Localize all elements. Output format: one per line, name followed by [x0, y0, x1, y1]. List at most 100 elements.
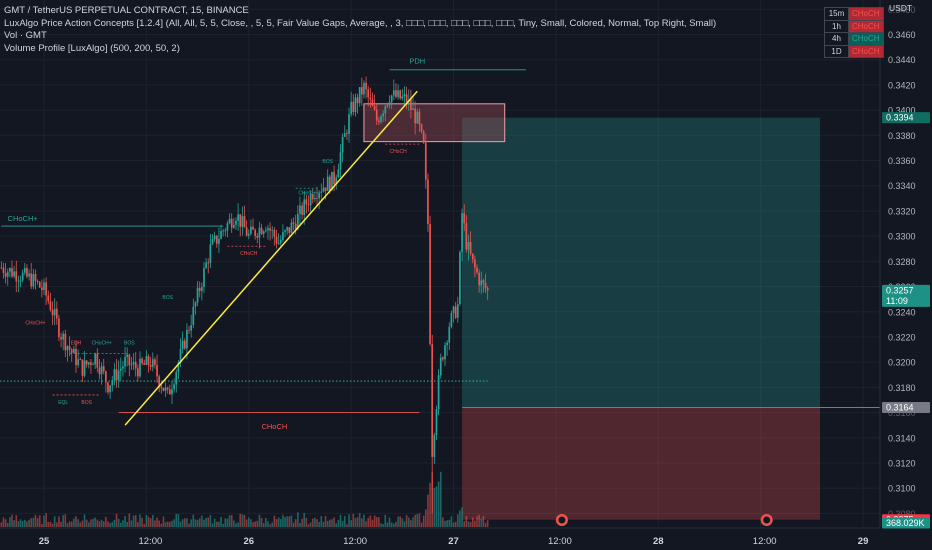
candle — [339, 144, 342, 178]
candle — [444, 341, 446, 367]
candle — [15, 260, 18, 293]
candle-body — [109, 385, 111, 393]
candle-body — [360, 87, 363, 95]
candle — [442, 356, 444, 362]
candle-body — [239, 214, 242, 227]
price-tag-bg — [882, 284, 930, 307]
candle — [190, 314, 193, 338]
volume-bar — [92, 518, 94, 527]
volume-bar — [418, 513, 421, 527]
candle-body — [480, 280, 483, 286]
volume-bar — [43, 515, 45, 527]
volume-bar — [11, 514, 13, 527]
candle-body — [51, 310, 54, 316]
volume-bar — [252, 522, 254, 527]
candle — [28, 269, 30, 281]
candle-body — [117, 370, 120, 381]
candle-body — [230, 218, 233, 228]
volume-bar — [149, 518, 152, 527]
volume-bar — [237, 522, 239, 527]
candle-body — [32, 274, 35, 287]
candle — [461, 208, 463, 262]
candle — [2, 262, 5, 279]
volume-bar — [28, 519, 30, 527]
candle-body — [190, 325, 193, 331]
volume-bar — [329, 519, 331, 527]
candle — [134, 351, 137, 377]
candle-body — [279, 239, 282, 244]
indicator-price-action[interactable]: LuxAlgo Price Action Concepts [1.2.4] (A… — [4, 17, 717, 29]
candle-body — [412, 108, 414, 110]
candle — [275, 229, 278, 249]
y-tick-label: 0.3080 — [888, 509, 916, 519]
candle-body — [380, 116, 382, 123]
volume-bar — [233, 520, 235, 527]
volume-bar — [452, 522, 455, 527]
candle — [486, 286, 489, 300]
candle-body — [205, 262, 207, 269]
volume-bar — [341, 521, 344, 527]
candle-body — [151, 359, 154, 367]
volume-bar — [324, 516, 327, 527]
candle-body — [326, 176, 329, 191]
y-tick-label: 0.3360 — [888, 156, 916, 166]
candle-body — [243, 216, 246, 228]
candle-body — [183, 340, 186, 349]
volume-bar — [15, 515, 18, 527]
candle-body — [198, 287, 201, 292]
volume-bar — [68, 521, 71, 527]
candle — [9, 267, 11, 278]
volume-bar — [292, 522, 295, 527]
candle-body — [382, 113, 384, 117]
candle-body — [79, 359, 82, 361]
candle — [45, 277, 47, 305]
candle-body — [256, 235, 259, 238]
timeframe-table: 15m CHoCH 1h CHoCH 4h CHoCH 1D CHoCH — [824, 7, 884, 58]
candle-body — [258, 227, 261, 238]
volume-bar — [198, 518, 201, 527]
candle-body — [168, 389, 171, 395]
volume-bar — [416, 513, 419, 527]
candle-body — [476, 267, 478, 273]
volume-bar — [437, 481, 440, 527]
volume-bar — [222, 523, 224, 527]
candle-body — [73, 348, 75, 353]
candle — [247, 229, 250, 240]
volume-bar — [463, 521, 466, 527]
candle — [354, 93, 357, 117]
candle — [482, 278, 485, 293]
candle — [384, 105, 387, 122]
volume-bar — [410, 520, 412, 527]
indicator-volume[interactable]: Vol · GMT — [4, 30, 47, 41]
table-row: 4h CHoCH — [824, 32, 884, 46]
volume-bar — [169, 521, 171, 527]
candle — [416, 108, 419, 124]
candle — [111, 375, 114, 392]
candle — [102, 358, 105, 375]
candle — [23, 262, 26, 276]
candle-body — [179, 349, 182, 363]
candle-body — [228, 218, 231, 224]
price-axis — [880, 0, 932, 550]
candle — [205, 258, 207, 270]
volume-bar — [350, 520, 352, 527]
candle-body — [90, 362, 92, 365]
candle — [446, 339, 448, 356]
volume-bar — [13, 520, 15, 527]
candle — [299, 196, 301, 225]
candle — [378, 116, 380, 126]
candle-body — [305, 199, 308, 205]
candle — [60, 332, 62, 348]
volume-bar — [303, 512, 306, 527]
symbol-line[interactable]: GMT / TetherUS PERPETUAL CONTRACT, 15, B… — [4, 5, 249, 16]
candle — [311, 188, 314, 204]
candle — [215, 235, 218, 248]
candle-body — [145, 356, 148, 365]
volume-bar — [395, 521, 397, 527]
volume-bar — [175, 513, 178, 527]
indicator-volume-profile[interactable]: Volume Profile [LuxAlgo] (500, 200, 50, … — [4, 42, 180, 54]
structure-label: EQH — [71, 341, 82, 347]
volume-bar — [179, 521, 182, 527]
